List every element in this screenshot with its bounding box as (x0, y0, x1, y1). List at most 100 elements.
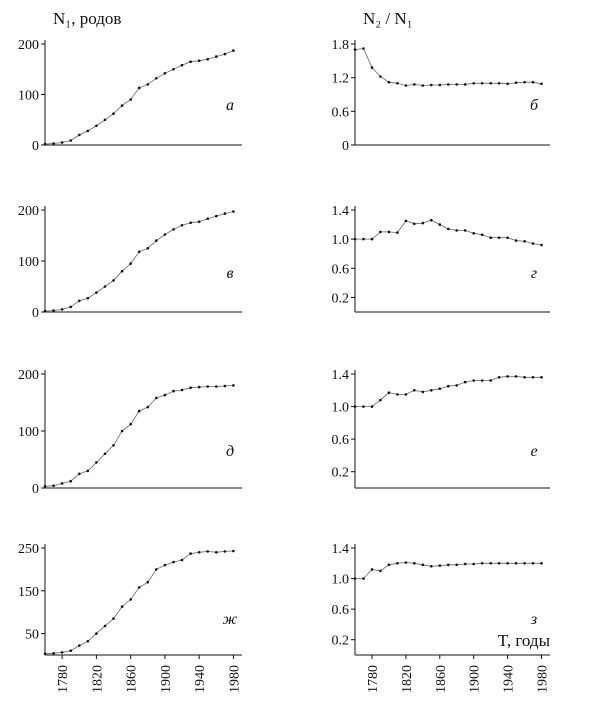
data-point-a (120, 104, 124, 107)
data-point-b (362, 47, 365, 50)
y-tick-label-zh: 250 (18, 542, 39, 557)
data-point-e (413, 389, 416, 392)
data-point-b (421, 84, 425, 87)
y-axis-title-a: N₁, родов (53, 9, 121, 28)
data-point-b (497, 82, 501, 85)
data-point-g (387, 230, 391, 234)
data-point-v (120, 269, 124, 273)
data-point-z (370, 568, 374, 571)
data-point-z (489, 562, 493, 565)
data-point-e (455, 384, 459, 387)
x-tick-label-zh: 1980 (227, 665, 242, 693)
panel-letter-b: б (530, 97, 539, 114)
data-point-v (172, 228, 175, 231)
data-point-d (163, 393, 167, 397)
data-point-e (421, 390, 425, 394)
data-point-zh (103, 624, 107, 628)
data-point-a (86, 129, 90, 133)
data-point-e (404, 393, 408, 396)
y-tick-label-a: 0 (32, 139, 39, 154)
data-point-a (43, 142, 47, 146)
data-point-g (396, 231, 399, 234)
data-point-g (497, 236, 501, 239)
data-point-e (531, 376, 535, 379)
data-point-v (146, 247, 150, 250)
data-point-a (95, 124, 98, 128)
data-point-v (95, 291, 98, 294)
data-point-zh (223, 550, 227, 553)
y-tick-label-e: 1.4 (332, 368, 350, 383)
data-point-d (60, 482, 64, 485)
data-point-b (480, 82, 484, 85)
data-point-d (103, 452, 107, 456)
x-tick-label-zh: 1940 (193, 665, 208, 693)
data-point-g (447, 227, 450, 231)
series-line-b (354, 48, 542, 86)
data-point-g (438, 223, 442, 226)
data-point-e (362, 405, 365, 408)
data-point-v (163, 233, 167, 236)
data-point-a (155, 77, 158, 80)
panel-letter-z: з (530, 611, 537, 628)
data-point-g (413, 222, 416, 226)
data-point-b (540, 82, 543, 86)
data-point-zh (155, 568, 158, 571)
y-tick-label-e: 1.0 (332, 401, 350, 416)
data-point-e (489, 379, 493, 382)
data-point-z (540, 562, 543, 565)
panel-letter-zh: ж (223, 611, 238, 628)
data-point-d (86, 469, 90, 473)
data-point-v (232, 210, 235, 213)
data-point-zh (180, 558, 184, 562)
data-point-e (353, 405, 357, 408)
y-tick-label-d: 0 (32, 482, 39, 497)
data-point-z (523, 562, 526, 565)
y-tick-label-a: 200 (18, 38, 39, 53)
x-tick-label-z: 1860 (434, 665, 449, 693)
data-point-d (78, 472, 81, 476)
data-point-zh (52, 652, 55, 655)
data-point-g (430, 218, 433, 222)
data-point-v (137, 250, 141, 254)
data-point-v (129, 262, 132, 265)
y-tick-label-g: 1.4 (332, 204, 350, 219)
data-point-d (155, 396, 158, 400)
x-tick-label-z: 1900 (468, 665, 483, 693)
data-point-b (489, 82, 493, 85)
panel-letter-e: е (530, 443, 537, 460)
data-point-v (197, 220, 201, 223)
x-tick-label-z: 1980 (536, 665, 551, 693)
data-point-g (362, 237, 365, 241)
y-tick-label-z: 1.0 (332, 573, 350, 588)
data-point-a (232, 49, 235, 52)
data-point-b (404, 84, 408, 87)
series-line-zh (44, 550, 234, 655)
data-point-zh (120, 605, 124, 608)
data-point-b (531, 80, 535, 84)
data-point-zh (197, 551, 201, 554)
y-tick-label-a: 100 (18, 89, 39, 104)
x-tick-label-z: 1780 (366, 665, 381, 693)
data-point-a (172, 68, 175, 71)
data-point-b (438, 83, 442, 87)
y-tick-label-g: 0.6 (332, 262, 350, 277)
data-point-a (137, 86, 141, 90)
data-point-d (180, 388, 184, 392)
data-point-e (514, 375, 518, 378)
data-point-z (353, 577, 357, 580)
data-point-d (146, 405, 150, 409)
data-point-a (69, 139, 72, 142)
y-tick-label-d: 100 (18, 425, 39, 440)
data-point-zh (60, 651, 64, 654)
data-point-a (180, 63, 184, 67)
y-tick-label-z: 0.2 (332, 634, 350, 649)
data-point-b (455, 83, 459, 86)
y-tick-label-v: 200 (18, 204, 39, 219)
data-point-z (472, 562, 476, 566)
data-point-g (506, 236, 509, 239)
panel-letter-g: г (531, 265, 537, 282)
data-point-a (197, 59, 201, 62)
data-point-z (438, 564, 442, 567)
data-point-a (163, 72, 167, 75)
